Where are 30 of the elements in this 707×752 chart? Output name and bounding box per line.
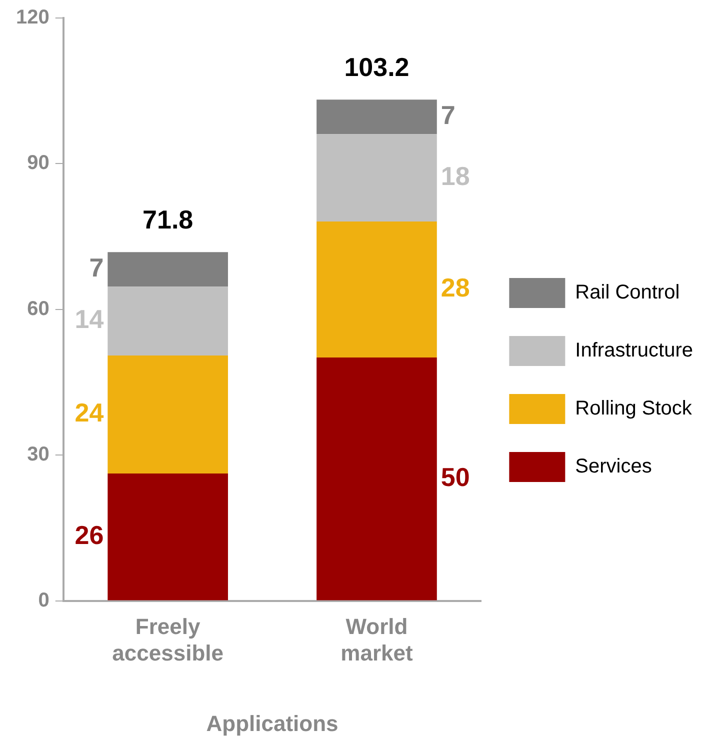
y-tick-label: 0 [38,589,50,612]
legend-label: Services [575,456,652,478]
data-label: 28 [440,272,470,303]
data-label: 7 [89,252,104,283]
bar [316,100,437,134]
data-label: 14 [74,304,104,334]
bar [108,286,228,356]
bar [316,357,437,600]
total-label: 103.2 [344,52,410,82]
data-label: 18 [440,160,470,191]
y-tick-label: 90 [27,152,50,174]
legend-label: Rail Control [575,282,680,304]
bar [316,134,437,222]
bar [108,474,228,600]
bar [316,221,437,358]
bar [108,356,228,474]
data-label: 24 [74,398,104,428]
y-tick-label: 120 [16,6,50,29]
total-label: 71.8 [142,204,194,234]
y-tick-label: 30 [27,444,50,466]
legend-label: Rolling Stock [575,398,693,420]
legend-label: Infrastructure [575,340,694,362]
x-tick-label: World market [340,614,414,666]
data-label: 50 [440,462,470,492]
bar [108,252,228,287]
x-tick-label: Freely accessible [112,614,224,666]
y-tick-label: 60 [27,298,50,320]
data-label: 7 [440,100,456,130]
data-label: 26 [74,520,104,550]
x-axis-title: Applications [206,710,338,736]
